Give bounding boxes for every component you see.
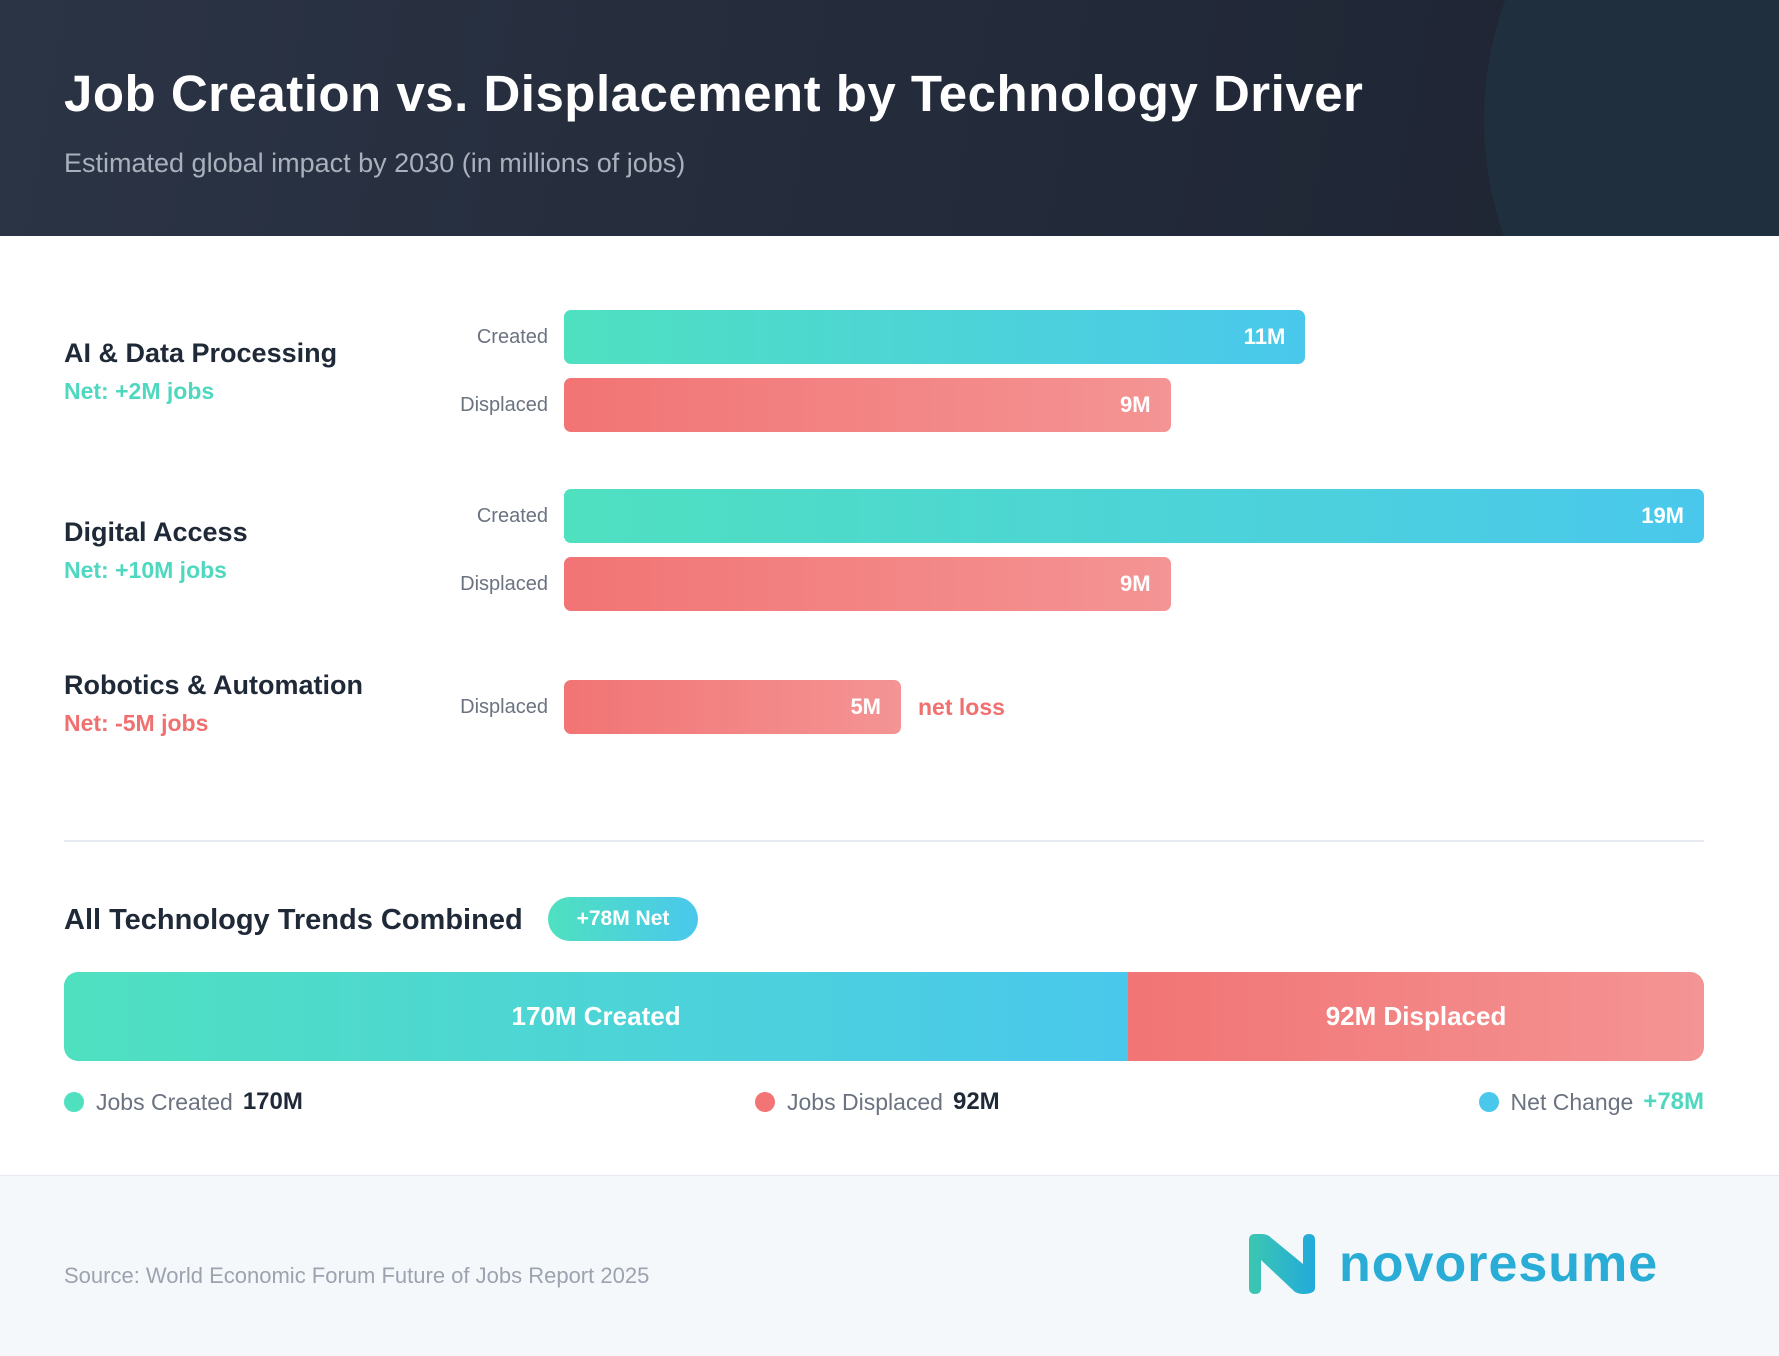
legend-value: 170M	[242, 1088, 303, 1115]
bar-type-label: Created	[476, 326, 548, 348]
bar-type-label: Displaced	[460, 394, 548, 416]
bar-type-label: Displaced	[460, 573, 548, 595]
category-name: Digital Access	[64, 517, 248, 547]
created-bar: 19M	[564, 489, 1704, 543]
bar-value-label: 19M	[1641, 503, 1684, 528]
legend-dot	[755, 1092, 775, 1112]
displaced-bar: 9M	[564, 557, 1171, 611]
category-net: Net: +10M jobs	[64, 557, 227, 583]
combined-title: All Technology Trends Combined	[64, 904, 523, 936]
net-loss-note: net loss	[918, 694, 1005, 720]
legend-dot	[1478, 1092, 1499, 1112]
source-text: Source: World Economic Forum Future of J…	[64, 1263, 650, 1288]
bar-value-label: 11M	[1243, 324, 1286, 349]
bar-value-label: 9M	[1120, 571, 1151, 596]
logo-text: novoresume	[1339, 1235, 1659, 1293]
legend-net: Net Change +78M	[1478, 1088, 1704, 1116]
bar-type-label: Created	[476, 505, 548, 527]
page-title: Job Creation vs. Displacement by Technol…	[64, 65, 1364, 122]
combined-displaced-segment: 92M Displaced	[1128, 972, 1704, 1061]
bar-type-label: Displaced	[460, 696, 548, 718]
combined-created-segment: 170M Created	[64, 972, 1129, 1061]
category-name: AI & Data Processing	[64, 338, 338, 368]
header: Job Creation vs. Displacement by Technol…	[0, 0, 1779, 236]
net-badge: +78M Net	[548, 897, 698, 941]
bar-value-label: 9M	[1120, 392, 1151, 417]
created-bar: 11M	[564, 310, 1306, 364]
decorative-circle	[1484, 0, 1779, 236]
page-subtitle: Estimated global impact by 2030 (in mill…	[64, 148, 686, 178]
legend-dot	[64, 1092, 84, 1112]
legend-label: Jobs Displaced	[787, 1088, 943, 1115]
logo-n-icon	[1249, 1234, 1315, 1294]
divider	[64, 840, 1704, 842]
legend-displaced: Jobs Displaced 92M	[755, 1088, 1000, 1116]
bar-value-label: 5M	[850, 694, 881, 719]
combined-displaced-label: 92M Displaced	[1325, 1001, 1507, 1031]
category-net: Net: -5M jobs	[64, 710, 209, 736]
novoresume-logo: novoresume	[1249, 1234, 1658, 1294]
displaced-bar: 9M	[564, 378, 1171, 432]
legend-label: Net Change	[1510, 1088, 1634, 1115]
legend-value: +78M	[1643, 1088, 1704, 1115]
combined-created-label: 170M Created	[511, 1001, 681, 1031]
legend-created: Jobs Created 170M	[64, 1088, 303, 1116]
category-name: Robotics & Automation	[64, 670, 363, 700]
combined-bar: 170M Created 92M Displaced	[64, 972, 1704, 1061]
legend-value: 92M	[952, 1088, 1000, 1115]
legend-label: Jobs Created	[96, 1088, 233, 1115]
displaced-bar: 5M	[564, 680, 901, 734]
footer	[0, 1175, 1779, 1356]
category-net: Net: +2M jobs	[64, 378, 215, 404]
